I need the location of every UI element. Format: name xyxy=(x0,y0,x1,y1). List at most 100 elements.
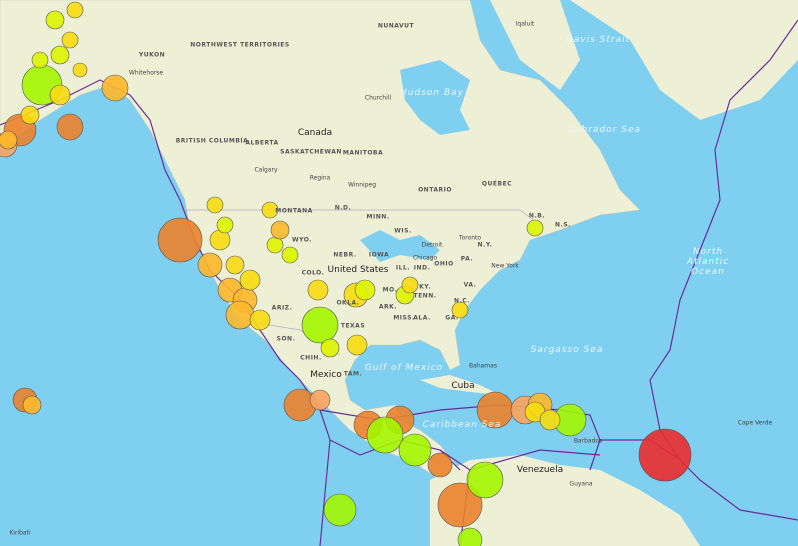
region-label: TEXAS xyxy=(340,322,366,330)
earthquake-marker[interactable] xyxy=(307,279,329,301)
region-label: TAM. xyxy=(343,370,363,378)
earthquake-marker[interactable] xyxy=(320,338,340,358)
city-label: Detroit xyxy=(421,241,443,249)
region-label: MINN. xyxy=(366,213,390,221)
earthquake-marker[interactable] xyxy=(466,461,504,499)
earthquake-marker[interactable] xyxy=(457,527,483,546)
region-label: N.B. xyxy=(528,212,546,220)
earthquake-marker[interactable] xyxy=(451,301,469,319)
water-label: Hudson Bay xyxy=(400,88,464,98)
land xyxy=(570,0,798,120)
region-label: NEBR. xyxy=(333,251,357,259)
region-label: ILL. xyxy=(395,264,411,272)
earthquake-marker[interactable] xyxy=(197,252,223,278)
earthquake-marker[interactable] xyxy=(66,1,84,19)
region-label: GA. xyxy=(445,314,459,322)
water-label: Davis Strait xyxy=(565,35,631,45)
city-label: Churchill xyxy=(364,94,392,102)
land xyxy=(420,375,500,395)
water-label: Caribbean Sea xyxy=(422,420,502,430)
region-label: SASKATCHEWAN xyxy=(280,148,342,156)
region-label: SON. xyxy=(276,335,296,343)
earthquake-marker[interactable] xyxy=(437,482,483,528)
city-label: Guyana xyxy=(569,480,593,488)
region-label: N.D. xyxy=(334,204,352,212)
earthquake-marker[interactable] xyxy=(101,74,129,102)
earthquake-marker[interactable] xyxy=(266,236,284,254)
land xyxy=(490,0,580,90)
land xyxy=(0,0,641,481)
city-label: New York xyxy=(491,262,519,270)
earthquake-marker[interactable] xyxy=(261,201,279,219)
region-label: MISS. xyxy=(393,314,415,322)
region-label: MO. xyxy=(382,286,398,294)
earthquake-marker[interactable] xyxy=(49,84,71,106)
region-label: WIS. xyxy=(394,227,412,235)
earthquake-marker[interactable] xyxy=(216,216,234,234)
earthquake-marker[interactable] xyxy=(526,219,544,237)
region-label: QUÉBEC xyxy=(481,180,513,188)
earthquake-marker[interactable] xyxy=(225,300,255,330)
city-label: Regina xyxy=(309,174,331,182)
water-label: Gulf of Mexico xyxy=(364,363,444,373)
earthquake-marker[interactable] xyxy=(72,62,88,78)
region-label: KY. xyxy=(419,283,431,291)
region-label: WYO. xyxy=(292,236,312,244)
earthquake-marker[interactable] xyxy=(309,389,331,411)
water xyxy=(360,230,440,262)
city-label: Toronto xyxy=(458,234,482,242)
earthquakes xyxy=(0,1,692,546)
earthquake-marker[interactable] xyxy=(22,395,42,415)
country-label: United States xyxy=(327,265,389,275)
earthquake-marker[interactable] xyxy=(323,493,357,527)
region-label: N.C. xyxy=(454,297,470,305)
earthquake-marker[interactable] xyxy=(157,217,203,263)
region-label: VA. xyxy=(463,281,477,289)
earthquake-marker[interactable] xyxy=(239,269,261,291)
earthquake-marker[interactable] xyxy=(225,255,245,275)
region-label: TENN. xyxy=(413,292,437,300)
earthquake-marker[interactable] xyxy=(638,428,692,482)
city-label: Winnipeg xyxy=(347,181,377,189)
region-label: BRITISH COLUMBIA xyxy=(175,137,249,145)
region-label: ARK. xyxy=(378,303,398,311)
region-label: NORTHWEST TERRITORIES xyxy=(190,41,290,49)
water xyxy=(400,60,470,135)
earthquake-marker[interactable] xyxy=(354,279,376,301)
earthquake-marker[interactable] xyxy=(366,416,404,454)
region-label: ONTARIO xyxy=(418,186,452,194)
earthquake-marker[interactable] xyxy=(281,246,299,264)
region-label: YUKON xyxy=(138,51,166,59)
earthquake-marker[interactable] xyxy=(539,409,561,431)
earthquake-marker[interactable] xyxy=(56,113,84,141)
earthquake-marker[interactable] xyxy=(206,196,224,214)
earthquake-marker[interactable] xyxy=(61,31,79,49)
earthquake-marker[interactable] xyxy=(301,306,339,344)
region-label: COLO. xyxy=(301,269,325,277)
region-label: IOWA xyxy=(368,251,390,259)
earthquake-marker[interactable] xyxy=(398,433,432,467)
region-label: NUNAVUT xyxy=(377,22,415,30)
earthquake-marker[interactable] xyxy=(346,334,368,356)
country-label: Cuba xyxy=(451,381,475,391)
region-label: CHIH. xyxy=(300,354,322,362)
earthquake-marker[interactable] xyxy=(401,276,419,294)
region-label: ALBERTA xyxy=(245,139,279,147)
earthquake-marker[interactable] xyxy=(0,130,18,150)
earthquake-marker[interactable] xyxy=(427,452,453,478)
region-label: ALA. xyxy=(413,314,431,322)
earthquake-marker[interactable] xyxy=(270,220,290,240)
region-label: OHIO xyxy=(434,260,454,268)
region-label: IND. xyxy=(413,264,431,272)
water-label: Sargasso Sea xyxy=(530,345,604,355)
country-label: Venezuela xyxy=(516,465,564,475)
earthquake-marker[interactable] xyxy=(45,10,65,30)
earthquake-marker[interactable] xyxy=(249,309,271,331)
city-label: Bahamas xyxy=(469,362,497,370)
earthquake-marker[interactable] xyxy=(31,51,49,69)
earthquake-marker[interactable] xyxy=(20,105,40,125)
country-label: Canada xyxy=(297,128,333,138)
earthquake-marker[interactable] xyxy=(50,45,70,65)
